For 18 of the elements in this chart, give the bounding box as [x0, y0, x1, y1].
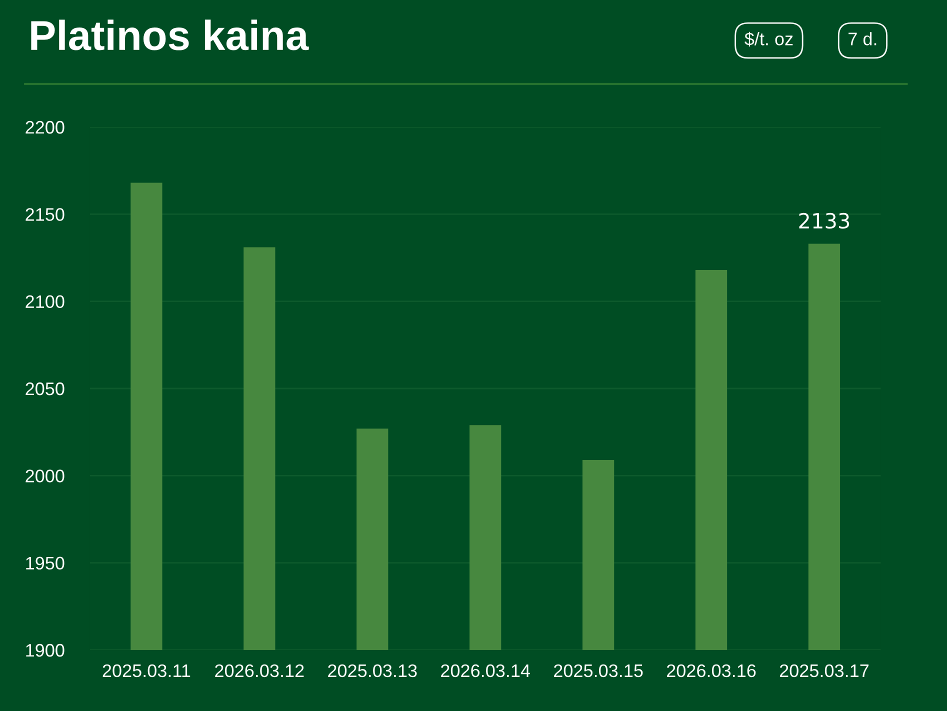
- x-tick-label: 2025.03.17: [780, 664, 869, 678]
- y-tick-label: 2200: [26, 120, 64, 134]
- y-tick-label: 2150: [26, 208, 64, 221]
- x-tick-label: 2025.03.13: [328, 664, 417, 678]
- y-tick-label: 2000: [26, 470, 64, 482]
- text: $/t. oz: [744, 32, 793, 46]
- data-label: 2133: [799, 212, 850, 229]
- y-tick-label: 1900: [26, 644, 64, 657]
- chart-title: Platinos kaina: [31, 20, 309, 50]
- x-tick-label: 2026.03.12: [215, 664, 304, 678]
- x-tick-label: 2026.03.16: [666, 664, 756, 678]
- x-tick-label: 2025.03.15: [554, 664, 643, 678]
- x-tick-label: 2026.03.14: [441, 664, 530, 678]
- y-tick-label: 1950: [26, 556, 64, 570]
- y-tick-label: 2100: [26, 295, 64, 308]
- y-tick-label: 2050: [26, 382, 64, 396]
- text: 7 d.: [848, 32, 876, 46]
- x-tick-label: 2025.03.11: [102, 664, 190, 678]
